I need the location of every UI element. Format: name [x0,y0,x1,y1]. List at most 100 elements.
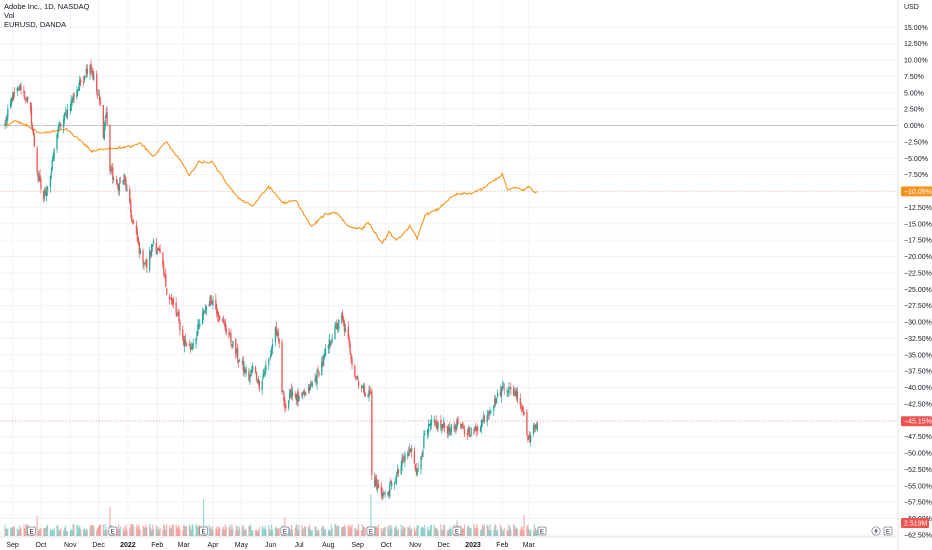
candle-body [516,392,519,400]
y-tick-label: −30.00% [904,320,932,327]
candle-body [189,344,191,350]
candle-body [235,338,237,354]
x-tick-label: Sep [6,542,19,549]
candle-body [221,319,224,321]
volume-bar [490,530,492,536]
volume-bar [165,530,167,536]
volume-bar [296,524,298,536]
y-axis[interactable]: 15.00% 12.50% 10.00% 7.50% 5.00% 2.50% 0.00% −2… [904,25,932,540]
candle-body [97,94,100,96]
candle-body [115,179,118,184]
candle-body [456,420,458,429]
candle-body [443,422,445,428]
candle-body [361,386,364,388]
volume-bar [241,526,243,536]
candle-body [238,360,241,362]
candle-body [310,383,312,385]
adobe-last-price-tag [901,416,932,427]
candle-body [466,433,468,436]
volume-bar [197,527,199,536]
candle-body [176,313,178,316]
volume-bar [255,529,258,536]
candle-body [26,98,28,102]
y-tick-label: 0.00% [904,123,924,130]
candle-body [78,87,80,91]
volume-bar [344,526,346,536]
volume-bar [480,529,483,536]
bolt-icon [874,527,878,535]
volume-bar [198,526,200,536]
candle-body [409,448,412,452]
volume-bar [314,526,316,536]
volume-bar [441,528,443,536]
volume-bar [192,525,194,536]
volume-bar [410,528,413,536]
volume-bar [467,525,469,536]
candle-body [63,113,66,121]
candle-body [179,321,181,331]
candle-body [191,346,193,350]
candle-body [218,317,220,319]
candle-body [475,428,477,430]
volume-bar [443,524,445,536]
candle-body [257,379,260,383]
x-tick-label: Oct [35,542,46,549]
candle-body [369,388,371,394]
y-tick-label: −17.50% [904,238,932,245]
candle-body [429,423,432,427]
candle-body [177,311,179,315]
volume-bar [497,529,499,536]
candle-body [526,411,528,434]
candle-body [33,134,35,147]
volume-bar [416,524,418,536]
volume-bar [236,525,238,536]
candle-body [215,299,217,309]
volume-bar [318,530,320,536]
candle-body [335,325,337,327]
candle-body [396,470,399,474]
volume-bar [510,529,512,536]
candle-body [51,159,53,171]
volume-bar [122,527,124,536]
x-axis[interactable]: Sep Oct Nov Dec 2022 Feb Mar Apr May Jun Jul Aug Sep… [6,542,535,549]
volume-bar [529,531,531,536]
volume-histogram [4,494,538,536]
volume-bar [506,530,508,536]
volume-bar [383,527,385,536]
y-tick-label: 12.50% [904,41,928,48]
volume-bar [150,530,153,536]
volume-bar [413,527,416,536]
candle-body [17,87,19,90]
volume-bar [80,528,82,536]
volume-bar [46,524,49,536]
volume-bar [257,530,259,536]
earnings-marker: E [280,526,290,536]
candle-body [225,328,227,334]
volume-bar [164,526,166,536]
earnings-icon-glyph: E [202,530,206,536]
volume-bar [323,526,325,536]
x-tick-label: Apr [208,542,220,549]
volume-bar [242,524,244,536]
volume-bar [473,524,475,536]
volume-bar [294,527,296,536]
y-tick-label: −25.00% [904,287,932,294]
volume-bar [271,524,273,536]
volume-bar [270,530,272,536]
y-tick-label: −40.00% [904,385,932,392]
candle-body [204,308,207,313]
volume-bar [500,527,502,536]
candle-body [461,426,464,428]
candle-body [129,188,131,203]
volume-bar [297,529,299,536]
candle-body [322,355,325,366]
volume-bar [202,498,205,536]
y-tick-label: 7.50% [904,74,924,81]
candle-body [201,312,204,324]
candle-body [370,392,372,394]
candle-body [45,191,48,197]
volume-bar [188,524,190,536]
volume-bar [356,530,358,536]
candle-body [264,371,266,374]
